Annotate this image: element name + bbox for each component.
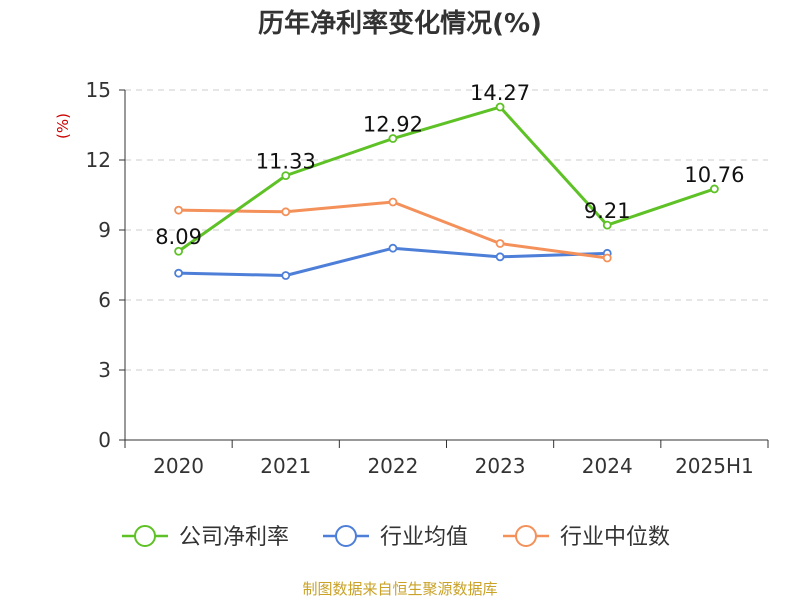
axes: 0 3 6 9 12 15 2020 2021 2022 2023 2024 2025H1 [86,78,769,478]
data-point [388,197,398,207]
data-point [388,134,398,143]
x-tick-label: 2022 [367,454,418,478]
data-point [495,252,505,262]
data-point [174,268,183,278]
y-tick-label: 15 [86,78,111,102]
data-labels: 8.09 11.33 12.92 14.27 9.21 10.76 [155,81,744,249]
data-point [281,171,291,181]
data-point [281,271,291,280]
series-lines [174,102,719,280]
source-note: 制图数据来自恒生聚源数据库 [302,580,497,598]
data-point [495,239,505,248]
data-point [388,243,398,253]
y-tick-label: 9 [98,218,111,242]
y-tick-label: 12 [86,148,111,172]
data-point [281,207,291,217]
data-label: 12.92 [363,113,423,137]
y-tick-label: 6 [98,288,111,312]
y-tick-label: 0 [98,428,111,452]
legend-marker [335,525,357,547]
data-label: 14.27 [470,81,530,105]
data-point [174,205,183,215]
x-tick-label: 2023 [475,454,526,478]
data-point [710,184,719,194]
legend-label: 行业均值 [380,525,468,550]
y-axis-label: (%) [54,113,72,139]
data-point [174,246,183,256]
series-line-0 [177,105,715,253]
legend-label: 公司净利率 [179,525,289,550]
data-label: 9.21 [584,199,631,223]
y-tick-label: 3 [98,358,111,382]
x-tick-label: 2024 [582,454,633,478]
x-tick-label: 2021 [260,454,311,478]
data-point [495,102,505,112]
legend-marker [515,525,537,547]
chart-title: 历年净利率变化情况(%) [258,8,542,39]
legend-marker [134,525,156,547]
data-point [602,220,612,230]
legend-label: 行业中位数 [560,525,670,550]
grid-lines [125,89,768,371]
data-label: 8.09 [155,225,202,249]
data-label: 11.33 [256,150,316,174]
x-tick-label: 2020 [153,454,204,478]
x-tick-label: 2025H1 [675,454,754,478]
legend: 公司净利率 行业均值 行业中位数 [122,525,670,550]
data-label: 10.76 [684,163,744,187]
data-point [602,253,612,263]
